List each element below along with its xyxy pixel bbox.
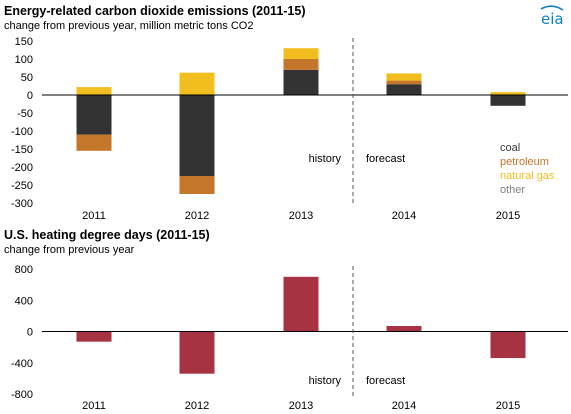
chart1-bar-petroleum-2012: [179, 176, 215, 194]
chart1-ytick-label: -250: [11, 180, 33, 192]
heating-degree-days-chart: 800 400 0 -400 -800 2011 2012 2013 2014 2015 histo…: [11, 264, 568, 412]
chart2-bar-value-2014: [386, 326, 422, 332]
chart1-x-label: 2014: [392, 210, 416, 222]
chart2-ytick-label: 800: [15, 264, 33, 276]
legend-item-coal: coal: [500, 142, 520, 154]
chart1-x-label: 2015: [496, 210, 520, 222]
chart2-bar-value-2012: [179, 331, 215, 374]
chart1-bar-natural-gas-2011: [76, 87, 112, 95]
chart1-bar-natural-gas-2014: [386, 73, 422, 81]
chart2-subtitle: change from previous year: [4, 244, 135, 256]
chart1-x-label: 2012: [185, 210, 209, 222]
chart2-x-label: 2011: [82, 400, 106, 412]
chart2-x-label: 2014: [392, 400, 416, 412]
chart1-bar-coal-2014: [386, 84, 422, 95]
chart1-x-label: 2011: [82, 210, 106, 222]
chart2-x-label: 2013: [289, 400, 313, 412]
eia-logo: eia: [540, 5, 564, 28]
chart2-x-label: 2012: [185, 400, 209, 412]
chart2-bar-value-2013: [283, 276, 319, 332]
chart2-bar-value-2015: [490, 331, 526, 359]
chart1-ytick-label: -100: [11, 126, 33, 138]
chart1-forecast-label: forecast: [366, 153, 405, 165]
chart2-ytick-label: 400: [15, 295, 33, 307]
chart1-ytick-label: 150: [15, 36, 33, 48]
chart1-bar-petroleum-2013: [283, 59, 319, 70]
legend-item-petroleum: petroleum: [500, 156, 549, 168]
chart1-bar-coal-2013: [283, 69, 319, 95]
legend-item-other: other: [500, 184, 525, 196]
chart1-ytick-label: -200: [11, 162, 33, 174]
chart1-bar-natural-gas-2013: [283, 48, 319, 59]
chart1-bar-petroleum-2011: [76, 134, 112, 151]
chart1-ytick-label: 50: [21, 72, 33, 84]
chart1-bar-coal-2012: [179, 95, 215, 176]
chart1-ytick-label: 100: [15, 54, 33, 66]
chart1-ytick-label: 0: [27, 90, 33, 102]
chart2-forecast-label: forecast: [366, 375, 405, 387]
emissions-chart: 150 100 50 0 -50 -100 -150 -200 -250 -300 2011 2012…: [11, 36, 568, 222]
chart2-x-label: 2015: [496, 400, 520, 412]
chart1-x-label: 2013: [289, 210, 313, 222]
chart2-ytick-label: -400: [11, 358, 33, 370]
chart1-ytick-label: -300: [11, 198, 33, 210]
chart1-subtitle: change from previous year, million metri…: [4, 20, 253, 32]
chart2-ytick-label: -800: [11, 389, 33, 401]
chart1-ytick-label: -50: [17, 108, 33, 120]
chart1-history-label: history: [309, 153, 342, 165]
eia-logo-text: eia: [541, 10, 564, 28]
chart2-history-label: history: [309, 375, 342, 387]
chart1-ytick-label: -150: [11, 144, 33, 156]
chart2-bar-value-2011: [76, 331, 112, 342]
chart2-title: U.S. heating degree days (2011-15): [4, 228, 210, 242]
chart2-ytick-label: 0: [27, 327, 33, 339]
chart1-bar-coal-2011: [76, 95, 112, 135]
chart1-bar-natural-gas-2012: [179, 72, 215, 95]
chart1-bar-natural-gas-2015: [490, 92, 526, 95]
chart1-title: Energy-related carbon dioxide emissions …: [4, 4, 306, 18]
legend-item-natural-gas: natural gas: [500, 170, 555, 182]
chart1-bar-coal-2015: [490, 95, 526, 106]
chart1-bar-petroleum-2014: [386, 80, 422, 85]
